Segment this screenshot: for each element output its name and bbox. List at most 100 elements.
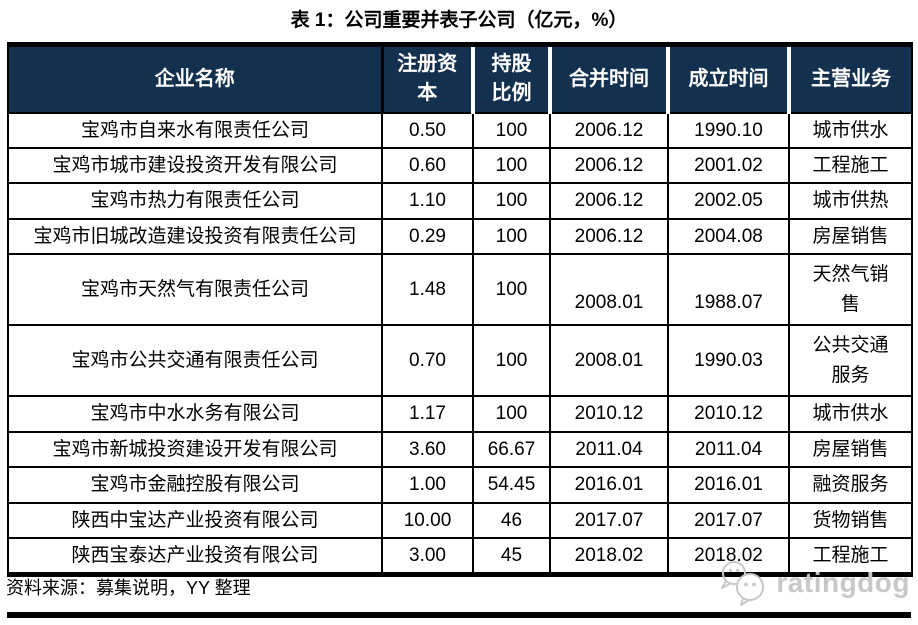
header-registered-capital: 注册资本 [380,44,473,114]
cell-name: 陕西中宝达产业投资有限公司 [7,501,383,540]
cell-capital-text: 0.50 [409,119,446,141]
cell-merged: 2017.07 [549,501,669,540]
table-row: 宝鸡市天然气有限责任公司 1.48 100 2008.01 1988.07 天然气销售 [7,253,913,327]
cell-founded-text: 2017.07 [694,509,763,531]
cell-business-text: 房屋销售 [812,225,889,247]
cell-capital-text: 3.60 [409,438,446,460]
cell-capital-text: 10.00 [403,509,452,531]
header-company-name-label: 企业名称 [154,67,235,90]
cell-merged-text: 2011.04 [575,438,643,460]
cell-capital: 3.00 [381,537,474,576]
cell-business-text: 天然气销售 [812,264,889,315]
cell-founded: 2001.02 [667,146,790,185]
cell-founded: 2004.08 [667,217,790,256]
cell-founded-text: 2016.01 [694,474,763,496]
cell-capital-text: 1.10 [409,190,446,212]
cell-capital-text: 3.00 [409,545,446,566]
cell-capital-text: 0.70 [409,350,446,372]
cell-ratio: 100 [472,324,551,398]
table-row: 宝鸡市自来水有限责任公司 0.50 100 2006.12 1990.10 城市供水 [7,111,913,149]
bottom-divider [7,612,911,618]
cell-merged: 2011.04 [549,430,669,469]
table-title: 表 1：公司重要并表子公司（亿元，%） [290,10,628,31]
cell-founded-text: 1990.03 [694,350,763,372]
cell-merged: 2006.12 [549,182,669,220]
cell-name: 宝鸡市旧城改造建设投资有限责任公司 [7,217,383,256]
cell-founded: 2017.07 [667,501,790,540]
cell-founded: 2011.04 [667,430,790,469]
cell-name-text: 宝鸡市新城投资建设开发有限公司 [52,438,338,460]
cell-business-text: 城市供水 [812,403,889,425]
cell-founded: 1988.07 [667,253,790,327]
table-row: 宝鸡市新城投资建设开发有限公司 3.60 66.67 2011.04 2011.04 房屋… [7,430,913,469]
cell-name-text: 宝鸡市旧城改造建设投资有限责任公司 [33,225,357,247]
cell-founded: 2010.12 [667,395,790,433]
cell-name-text: 宝鸡市公共交通有限责任公司 [71,350,319,372]
cell-business-text: 融资服务 [812,474,889,496]
logo-text: ratingdog [776,567,910,598]
cell-name: 宝鸡市新城投资建设开发有限公司 [7,430,383,469]
cell-capital-text: 1.17 [409,403,446,425]
cell-capital: 1.00 [381,466,474,504]
header-consolidation-date: 合并时间 [548,44,668,114]
cell-merged: 2006.12 [549,217,669,256]
cell-capital-text: 0.29 [409,225,446,247]
header-consolidation-date-label: 合并时间 [569,67,649,90]
dog-chat-icon [721,561,765,606]
cell-capital-text: 1.48 [409,279,446,301]
header-company-name: 企业名称 [8,44,382,114]
cell-ratio: 66.67 [472,430,551,469]
cell-ratio-text: 100 [495,350,528,372]
cell-capital: 0.60 [381,146,474,185]
cell-ratio-text: 100 [495,225,528,247]
cell-merged: 2010.12 [549,395,669,433]
cell-merged-text: 2008.01 [574,291,644,313]
cell-ratio: 54.45 [472,466,551,504]
cell-name-text: 宝鸡市中水水务有限公司 [90,403,300,425]
header-establishment-date: 成立时间 [666,44,789,114]
cell-capital: 1.10 [381,182,474,220]
cell-merged-text: 2016.01 [574,474,644,496]
table-row: 宝鸡市金融控股有限公司 1.00 54.45 2016.01 2016.01 融资服务 [7,466,913,504]
cell-capital-text: 0.60 [409,154,446,176]
cell-business-text: 城市供水 [812,119,889,141]
cell-merged-text: 2006.12 [574,154,644,176]
cell-name: 宝鸡市中水水务有限公司 [7,395,383,433]
cell-business: 房屋销售 [788,217,913,256]
cell-ratio-text: 46 [500,509,523,531]
cell-founded: 1990.03 [667,324,790,398]
cell-ratio-text: 100 [495,190,528,212]
cell-merged: 2006.12 [549,111,669,149]
header-shareholding-ratio-label: 持股比例 [491,53,532,105]
cell-merged-text: 2006.12 [574,119,644,141]
cell-business-text: 工程施工 [812,154,889,176]
ratingdog-logo: ratingdog [719,560,910,606]
cell-name-text: 宝鸡市城市建设投资开发有限公司 [52,154,338,176]
cell-capital: 0.50 [381,111,474,149]
cell-capital: 1.17 [381,395,474,433]
cell-business: 工程施工 [788,537,913,576]
cell-ratio: 45 [472,537,551,576]
cell-business: 货物销售 [788,501,913,540]
table-row: 宝鸡市中水水务有限公司 1.17 100 2010.12 2010.12 城市供水 [7,395,913,433]
cell-name-text: 陕西宝泰达产业投资有限公司 [71,545,319,566]
header-main-business-label: 主营业务 [811,67,891,90]
cell-name: 宝鸡市公共交通有限责任公司 [7,324,383,398]
cell-capital: 10.00 [381,501,474,540]
cell-merged: 2016.01 [549,466,669,504]
cell-name-text: 宝鸡市金融控股有限公司 [90,474,300,496]
cell-ratio: 100 [472,217,551,256]
cell-name-text: 宝鸡市自来水有限责任公司 [80,119,309,141]
cell-business: 融资服务 [788,466,913,504]
cell-business-text: 货物销售 [812,509,889,531]
cell-business: 房屋销售 [788,430,913,469]
cell-founded: 2016.01 [667,466,790,504]
cell-business: 天然气销售 [788,253,913,327]
cell-name-text: 宝鸡市天然气有限责任公司 [80,279,309,301]
cell-merged-text: 2006.12 [574,190,644,212]
cell-name: 宝鸡市金融控股有限公司 [7,466,383,504]
cell-business: 城市供热 [788,182,913,220]
cell-name: 宝鸡市天然气有限责任公司 [7,253,383,327]
header-main-business: 主营业务 [787,44,912,114]
cell-capital: 1.48 [381,253,474,327]
